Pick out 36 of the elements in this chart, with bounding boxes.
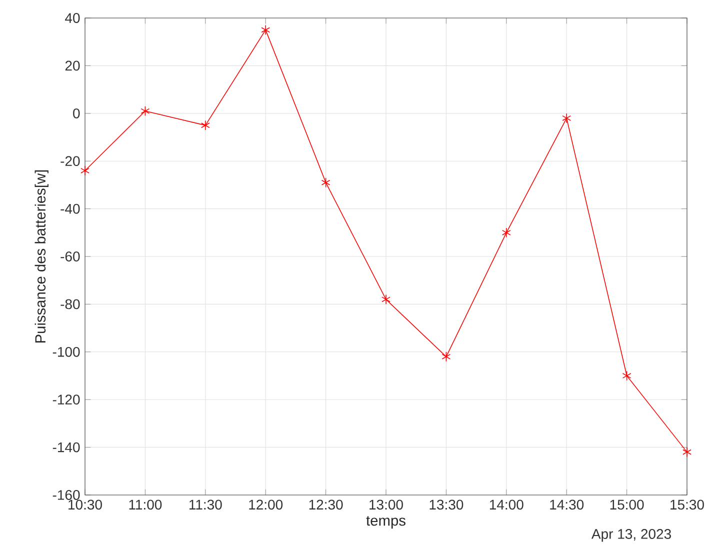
x-tick-label: 11:00	[129, 500, 162, 510]
y-tick-label: -20	[60, 156, 80, 166]
x-tick-label: 13:30	[430, 500, 464, 510]
point	[382, 294, 390, 304]
y-tick-label: 0	[73, 108, 80, 118]
x-tick-label: 13:00	[370, 500, 403, 510]
y-tick-label: -60	[60, 252, 80, 262]
x-tick-label: 10:30	[68, 500, 102, 510]
point	[502, 228, 511, 238]
point	[261, 24, 270, 35]
y-tick-label: -160	[52, 490, 80, 500]
x-tick-label: 12:00	[249, 500, 283, 510]
x-tick-label: 12:30	[309, 500, 343, 510]
y-tick-label: -40	[60, 204, 80, 214]
y-axis-title: Puissance des batteries[w]	[34, 170, 48, 343]
x-tick-label: 15:00	[610, 500, 644, 510]
point	[562, 113, 572, 124]
y-tick-label: -120	[52, 394, 80, 405]
x-tick-label: 11:30	[189, 500, 222, 510]
point	[682, 446, 692, 458]
x-tick-label: 14:30	[550, 500, 584, 510]
point	[200, 120, 210, 130]
x-tick-label: 15:30	[670, 500, 704, 510]
text: Apr 13, 2023	[591, 529, 671, 542]
y-tick-label: -80	[60, 299, 80, 310]
y-tick-label: 20	[65, 60, 80, 71]
y-tick-label: 40	[65, 13, 80, 23]
point	[140, 106, 150, 116]
point	[80, 166, 90, 176]
x-tick-label: 14:00	[490, 500, 524, 510]
x-axis-title: temps	[366, 516, 406, 529]
y-tick-label: -100	[52, 346, 80, 357]
point	[622, 370, 632, 381]
point	[321, 177, 330, 188]
y-tick-label: -140	[52, 442, 80, 452]
point	[442, 352, 451, 362]
